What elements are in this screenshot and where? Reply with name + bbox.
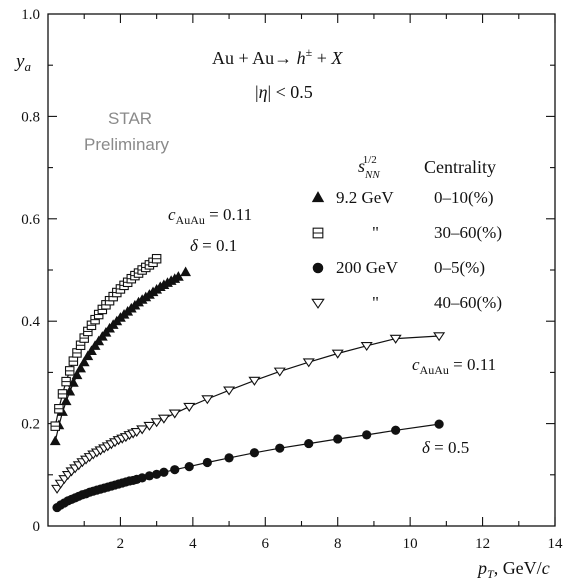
data-point-circle xyxy=(152,469,162,479)
data-point-triangle xyxy=(311,191,325,203)
data-point-circle xyxy=(333,434,343,444)
data-markers xyxy=(49,253,446,513)
data-point-square xyxy=(64,366,75,376)
data-point-triangle xyxy=(172,271,184,281)
eta-cut-label: |η| < 0.5 xyxy=(255,82,313,102)
legend-energy: 200 GeV xyxy=(336,258,399,277)
legend-energy: 9.2 GeV xyxy=(336,188,394,207)
legend-header-centrality: Centrality xyxy=(424,157,496,177)
data-point-triangle-down xyxy=(273,367,286,377)
legend: sNN1/2 Centrality 9.2 GeV 0–10(%) " 30–60(%… xyxy=(311,154,502,312)
legend-energy: " xyxy=(372,293,379,312)
data-point-triangle-down xyxy=(389,334,402,344)
y-axis-title: ya xyxy=(14,51,31,74)
data-point-triangle-down xyxy=(302,358,315,368)
fit-curve xyxy=(54,258,158,427)
y-tick-label: 1.0 xyxy=(21,7,40,23)
data-point-triangle xyxy=(49,435,61,446)
x-tick-label: 4 xyxy=(189,536,197,552)
data-point-circle xyxy=(184,462,194,472)
legend-centrality: 0–10(%) xyxy=(434,188,493,207)
data-point-circle xyxy=(170,465,180,475)
data-point-circle xyxy=(202,457,212,468)
x-tick-label: 14 xyxy=(548,536,564,552)
data-point-triangle-down xyxy=(130,427,143,438)
legend-energy: " xyxy=(372,223,379,242)
y-tick-label: 0.4 xyxy=(21,314,40,330)
data-point-triangle-down xyxy=(201,395,214,405)
data-point-circle xyxy=(275,443,285,453)
data-point-square xyxy=(54,404,64,414)
data-point-triangle xyxy=(78,356,90,367)
param-c-low: cAuAu = 0.11 xyxy=(168,205,252,227)
data-point-circle xyxy=(144,471,154,481)
data-point-triangle-down xyxy=(150,418,163,428)
data-point-triangle-down xyxy=(248,376,261,386)
legend-header-energy: sNN1/2 xyxy=(358,154,380,181)
data-point-triangle-down xyxy=(183,402,196,412)
data-point-square xyxy=(57,389,68,399)
data-point-triangle xyxy=(60,395,72,406)
data-point-circle xyxy=(391,425,401,435)
param-c-high: cAuAu = 0.11 xyxy=(412,355,496,377)
data-point-triangle-down xyxy=(311,298,325,309)
axis-ticks xyxy=(48,14,556,526)
data-point-circle xyxy=(312,262,324,274)
y-tick-label: 0.2 xyxy=(21,417,40,433)
data-point-triangle xyxy=(82,350,94,361)
data-point-triangle-down xyxy=(433,332,446,342)
star-label: STAR xyxy=(108,109,152,128)
x-tick-label: 6 xyxy=(262,536,270,552)
y-tick-label: 0 xyxy=(33,519,41,535)
x-axis-title: pT, GeV/c xyxy=(476,558,550,581)
data-point-triangle-down xyxy=(223,386,236,396)
legend-centrality: 30–60(%) xyxy=(434,223,502,242)
y-tick-label: 0.6 xyxy=(21,212,40,228)
data-point-triangle-down xyxy=(331,349,344,359)
x-tick-label: 10 xyxy=(403,536,418,552)
data-point-triangle-down xyxy=(51,484,64,494)
y-tick-label: 0.8 xyxy=(21,109,40,125)
param-delta-high: δ = 0.5 xyxy=(422,438,469,457)
x-tick-label: 2 xyxy=(117,536,125,552)
data-point-circle xyxy=(224,453,234,463)
data-point-triangle xyxy=(71,369,83,380)
x-tick-label: 8 xyxy=(334,536,342,552)
data-point-square xyxy=(151,253,162,264)
legend-centrality: 40–60(%) xyxy=(434,293,502,312)
data-point-triangle-down xyxy=(136,425,149,435)
data-point-circle xyxy=(249,448,260,458)
data-point-circle xyxy=(137,473,147,483)
reaction-label: Au + Au→ h± + X xyxy=(212,45,343,68)
data-point-triangle xyxy=(86,345,97,356)
data-point-triangle-down xyxy=(157,414,170,424)
data-point-triangle xyxy=(180,266,192,277)
data-point-circle xyxy=(304,438,314,449)
axis-tick-labels: 2 4 6 8 10 12 14 0 0.2 0.4 0.6 0.8 1.0 xyxy=(21,7,563,552)
preliminary-label: Preliminary xyxy=(84,135,170,154)
data-point-circle xyxy=(159,467,169,477)
x-tick-label: 12 xyxy=(475,536,490,552)
data-point-square xyxy=(61,376,71,387)
data-point-circle xyxy=(362,430,372,440)
legend-centrality: 0–5(%) xyxy=(434,258,485,277)
data-point-square xyxy=(312,227,324,239)
data-point-triangle-down xyxy=(143,421,156,431)
data-point-triangle-down xyxy=(360,341,373,352)
param-delta-low: δ = 0.1 xyxy=(190,236,237,255)
data-point-square xyxy=(68,356,79,366)
data-point-circle xyxy=(434,419,444,429)
fit-curve xyxy=(56,335,440,489)
data-point-triangle-down xyxy=(168,409,181,419)
data-point-square xyxy=(50,421,60,431)
data-point-triangle xyxy=(75,362,86,373)
